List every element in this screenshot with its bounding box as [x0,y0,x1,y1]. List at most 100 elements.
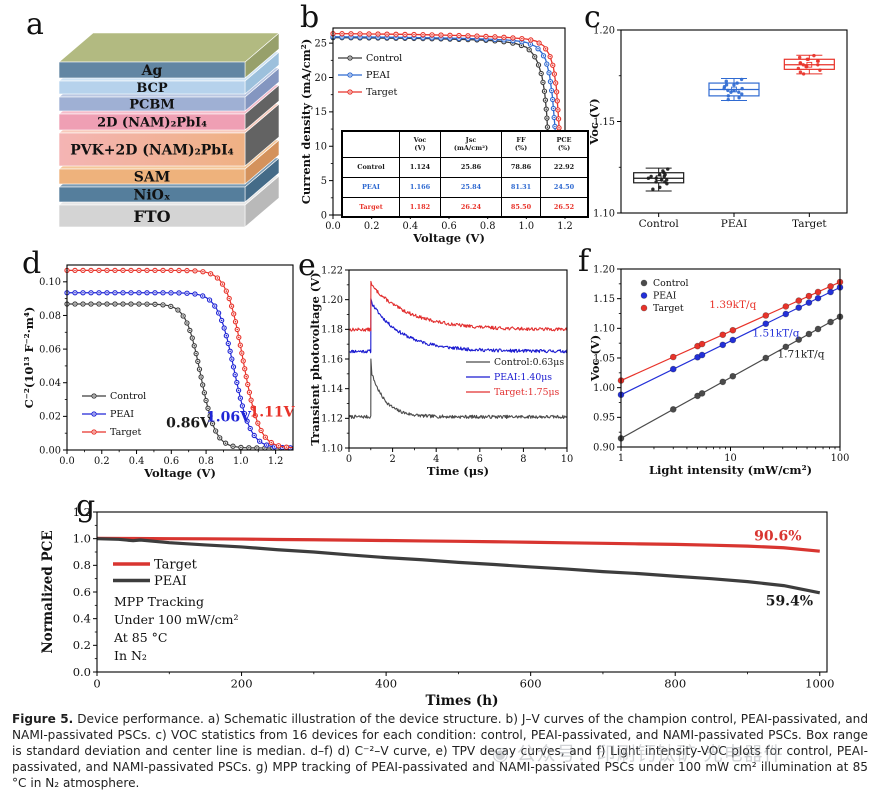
figure-caption: Figure 5. Device performance. a) Schemat… [12,712,868,790]
marker-dot [74,303,76,305]
x-axis-label: Voltage (V) [143,466,216,480]
x-tick-label: 0.6 [441,221,457,232]
x-tick-label: 1.0 [519,221,535,232]
series-PEAI [348,298,568,354]
data-point [646,176,651,180]
data-point [651,187,655,191]
row-label: PEAI [341,176,400,198]
layer-label-7: FTO [133,207,170,226]
marker-dot [162,269,164,272]
row-label: Target [341,196,400,218]
series-Control [348,358,568,420]
data-point [797,55,802,60]
marker-dot [538,42,540,44]
marker-dot [186,269,188,272]
series-PEAI [96,537,821,595]
series-Target [96,536,820,553]
marker-dot [227,342,230,345]
marker-dot [218,437,221,439]
data-point [664,178,669,182]
inset-text-line: In N₂ [114,648,147,663]
layer-top-0 [58,32,280,63]
marker-dot [243,367,246,370]
marker-dot [552,107,555,110]
layer-front-1 [58,80,246,95]
y-tick-label: 0 [321,210,327,221]
table-row-target: Target 1.182 26.24 85.50 26.52 [341,196,589,218]
tpv-decay-chart: 0 2 4 6 8 10 1.10 1.12 1.14 1.16 1.18 1.20 1.22 Time … [308,265,573,478]
data-point-PEAI [719,341,727,349]
x-axis-label: Voltage (V) [412,231,485,245]
marker-dot [503,36,505,39]
marker-dot [177,309,179,311]
legend-label: PEAI:1.40μs [494,372,552,383]
table-header-jsc: Jsc (mA/cm²) [440,130,502,158]
data-point-Control [729,372,737,380]
data-point-Target [795,297,803,304]
marker-dot [528,48,530,51]
layer-label-1: BCP [136,81,168,96]
marker-dot [234,373,236,376]
x-tick-label: 600 [520,677,542,691]
annotation: 1.71kT/q [777,348,824,360]
marker-dot [368,33,370,35]
x-tick-label: 2 [389,454,395,465]
y-tick-label: 0.4 [73,612,91,626]
data-point-Target [814,288,822,296]
marker-dot [377,36,379,38]
marker-dot [90,269,92,272]
y-tick-label: 0.8 [73,558,91,572]
x-tick-label: 1.2 [557,221,573,232]
marker-dot [349,91,351,93]
marker-dot [146,291,148,294]
marker-dot [130,291,132,294]
data-point-PEAI [762,320,770,328]
marker-dot [553,116,555,119]
data-point-Control [762,354,770,362]
data-point [661,169,665,173]
marker-dot [554,82,557,84]
marker-dot [186,292,188,295]
marker-dot [404,36,406,39]
marker-dot [198,368,201,371]
data-point [726,97,730,102]
y-tick-label: 0.06 [39,344,61,355]
data-point-Control [782,343,790,351]
marker-dot [93,431,95,433]
legend-marker [640,304,648,312]
data-point-Control [698,390,706,397]
y-axis-label: Voc (V) [588,335,602,382]
marker-dot [213,305,216,307]
y-tick-label: 0.02 [39,412,61,423]
marker-dot [543,90,546,93]
legend-label: Control [653,278,688,289]
device-structure-schematic: FTO NiOₓ SAM PVK+2D (NAM)₂PbI₄ 2D (NAM)₂PbI₄… [58,32,280,228]
y-tick-label: 0.08 [39,311,61,322]
marker-dot [248,446,250,449]
x-tick-label: 0.8 [198,456,214,467]
data-point [737,90,741,94]
marker-dot [229,350,231,353]
x-tick-label: 10 [724,453,736,464]
marker-dot [195,352,197,355]
marker-dot [549,80,552,83]
y-axis-label: Transient photovoltage (V) [308,272,322,445]
marker-dot [239,344,242,347]
plot-frame [66,264,294,451]
marker-dot [106,303,108,305]
marker-dot [544,48,547,50]
mpp-tracking-chart: 0 200 400 600 800 1000 0.0 0.2 0.4 0.6 0.8 1.0 1.2 Ti… [40,505,834,709]
caption-text: Device performance. a) Schematic illustr… [12,712,869,790]
marker-dot [476,35,478,37]
layer-label-4: PVK+2D (NAM)₂PbI₄ [70,143,234,159]
data-point [726,94,731,98]
marker-dot [130,303,132,305]
marker-dot [341,32,343,35]
legend-label: Target:1.75μs [494,387,560,398]
marker-dot [236,381,238,384]
marker-dot [207,407,209,410]
marker-dot [554,125,556,128]
y-tick-label: 1.0 [73,532,91,546]
cell-ff: 78.86 [501,156,541,178]
data-point [657,172,662,177]
